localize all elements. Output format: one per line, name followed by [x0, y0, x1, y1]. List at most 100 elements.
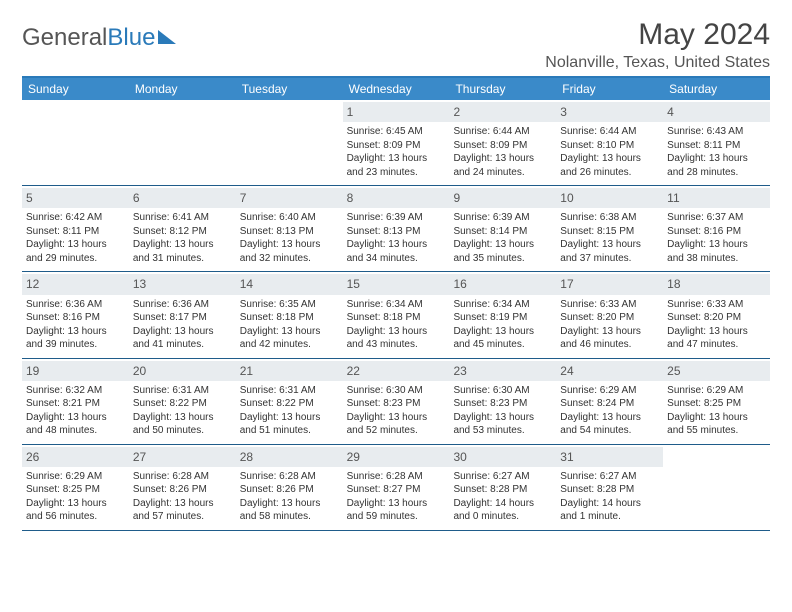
day-header: Thursday — [449, 78, 556, 100]
daylight1-text: Daylight: 13 hours — [560, 411, 659, 425]
daylight1-text: Daylight: 13 hours — [240, 411, 339, 425]
sunrise-text: Sunrise: 6:29 AM — [667, 384, 766, 398]
sunset-text: Sunset: 8:16 PM — [667, 225, 766, 239]
daylight1-text: Daylight: 13 hours — [453, 152, 552, 166]
day-header: Friday — [556, 78, 663, 100]
sunrise-text: Sunrise: 6:35 AM — [240, 298, 339, 312]
daylight2-text: and 54 minutes. — [560, 424, 659, 438]
daylight1-text: Daylight: 13 hours — [347, 325, 446, 339]
day-number: 7 — [236, 188, 343, 208]
sunset-text: Sunset: 8:25 PM — [667, 397, 766, 411]
day-cell: 6Sunrise: 6:41 AMSunset: 8:12 PMDaylight… — [129, 186, 236, 271]
day-number: 29 — [343, 447, 450, 467]
sunset-text: Sunset: 8:14 PM — [453, 225, 552, 239]
sunset-text: Sunset: 8:18 PM — [240, 311, 339, 325]
day-cell: 27Sunrise: 6:28 AMSunset: 8:26 PMDayligh… — [129, 445, 236, 530]
daylight1-text: Daylight: 13 hours — [667, 411, 766, 425]
day-cell: 7Sunrise: 6:40 AMSunset: 8:13 PMDaylight… — [236, 186, 343, 271]
day-number: 5 — [22, 188, 129, 208]
daylight2-text: and 42 minutes. — [240, 338, 339, 352]
sunset-text: Sunset: 8:23 PM — [453, 397, 552, 411]
sunset-text: Sunset: 8:28 PM — [453, 483, 552, 497]
day-cell: 2Sunrise: 6:44 AMSunset: 8:09 PMDaylight… — [449, 100, 556, 185]
header: GeneralBlue May 2024 Nolanville, Texas, … — [22, 18, 770, 72]
daylight2-text: and 26 minutes. — [560, 166, 659, 180]
day-number: 3 — [556, 102, 663, 122]
daylight2-text: and 58 minutes. — [240, 510, 339, 524]
daylight2-text: and 50 minutes. — [133, 424, 232, 438]
day-header: Monday — [129, 78, 236, 100]
sunset-text: Sunset: 8:25 PM — [26, 483, 125, 497]
sunrise-text: Sunrise: 6:37 AM — [667, 211, 766, 225]
day-number: 18 — [663, 274, 770, 294]
logo-text-1: General — [22, 24, 107, 52]
day-cell: 14 Sunrise: 6:35 AMSunset: 8:18 PMDayligh… — [236, 272, 343, 357]
day-cell: 12Sunrise: 6:36 AMSunset: 8:16 PMDayligh… — [22, 272, 129, 357]
day-number: 14 — [236, 274, 343, 294]
sunrise-text: Sunrise: 6:34 AM — [347, 298, 446, 312]
daylight1-text: Daylight: 14 hours — [560, 497, 659, 511]
day-cell: 20Sunrise: 6:31 AMSunset: 8:22 PMDayligh… — [129, 359, 236, 444]
sunset-text: Sunset: 8:12 PM — [133, 225, 232, 239]
sunrise-text: Sunrise: 6:27 AM — [453, 470, 552, 484]
sunrise-text: Sunrise: 6:27 AM — [560, 470, 659, 484]
day-cell: 19Sunrise: 6:32 AMSunset: 8:21 PMDayligh… — [22, 359, 129, 444]
daylight2-text: and 52 minutes. — [347, 424, 446, 438]
sunrise-text: Sunrise: 6:29 AM — [560, 384, 659, 398]
daylight2-text: and 0 minutes. — [453, 510, 552, 524]
sunset-text: Sunset: 8:16 PM — [26, 311, 125, 325]
day-number: 19 — [22, 361, 129, 381]
day-number: 23 — [449, 361, 556, 381]
sunset-text: Sunset: 8:09 PM — [347, 139, 446, 153]
day-cell — [236, 100, 343, 185]
day-number: 27 — [129, 447, 236, 467]
day-cell: 13Sunrise: 6:36 AMSunset: 8:17 PMDayligh… — [129, 272, 236, 357]
sunrise-text: Sunrise: 6:33 AM — [560, 298, 659, 312]
day-number: 9 — [449, 188, 556, 208]
day-cell: 18Sunrise: 6:33 AMSunset: 8:20 PMDayligh… — [663, 272, 770, 357]
sunrise-text: Sunrise: 6:28 AM — [240, 470, 339, 484]
sunset-text: Sunset: 8:09 PM — [453, 139, 552, 153]
day-cell — [663, 445, 770, 530]
day-number: 25 — [663, 361, 770, 381]
sunset-text: Sunset: 8:17 PM — [133, 311, 232, 325]
day-cell: 11Sunrise: 6:37 AMSunset: 8:16 PMDayligh… — [663, 186, 770, 271]
day-cell: 29Sunrise: 6:28 AMSunset: 8:27 PMDayligh… — [343, 445, 450, 530]
sunrise-text: Sunrise: 6:29 AM — [26, 470, 125, 484]
day-cell: 26Sunrise: 6:29 AMSunset: 8:25 PMDayligh… — [22, 445, 129, 530]
sunset-text: Sunset: 8:28 PM — [560, 483, 659, 497]
sunrise-text: Sunrise: 6:32 AM — [26, 384, 125, 398]
day-header-row: Sunday Monday Tuesday Wednesday Thursday… — [22, 78, 770, 100]
logo-sail-icon — [158, 30, 176, 44]
daylight1-text: Daylight: 13 hours — [240, 325, 339, 339]
sunrise-text: Sunrise: 6:34 AM — [453, 298, 552, 312]
day-cell: 31 Sunrise: 6:27 AMSunset: 8:28 PMDayligh… — [556, 445, 663, 530]
daylight2-text: and 31 minutes. — [133, 252, 232, 266]
sunset-text: Sunset: 8:11 PM — [26, 225, 125, 239]
daylight1-text: Daylight: 13 hours — [347, 238, 446, 252]
day-number: 21 — [236, 361, 343, 381]
daylight1-text: Daylight: 13 hours — [133, 325, 232, 339]
day-cell: 4Sunrise: 6:43 AMSunset: 8:11 PMDaylight… — [663, 100, 770, 185]
sunset-text: Sunset: 8:24 PM — [560, 397, 659, 411]
daylight1-text: Daylight: 13 hours — [453, 325, 552, 339]
sunset-text: Sunset: 8:13 PM — [240, 225, 339, 239]
day-cell: 1Sunrise: 6:45 AMSunset: 8:09 PMDaylight… — [343, 100, 450, 185]
day-number: 20 — [129, 361, 236, 381]
daylight2-text: and 45 minutes. — [453, 338, 552, 352]
sunrise-text: Sunrise: 6:36 AM — [26, 298, 125, 312]
day-number: 31 — [556, 447, 663, 467]
sunrise-text: Sunrise: 6:30 AM — [347, 384, 446, 398]
daylight1-text: Daylight: 13 hours — [26, 497, 125, 511]
daylight2-text: and 29 minutes. — [26, 252, 125, 266]
day-cell: 3Sunrise: 6:44 AMSunset: 8:10 PMDaylight… — [556, 100, 663, 185]
day-header: Sunday — [22, 78, 129, 100]
sunrise-text: Sunrise: 6:31 AM — [133, 384, 232, 398]
sunset-text: Sunset: 8:20 PM — [560, 311, 659, 325]
daylight1-text: Daylight: 13 hours — [453, 238, 552, 252]
week-row: 26Sunrise: 6:29 AMSunset: 8:25 PMDayligh… — [22, 445, 770, 531]
sunrise-text: Sunrise: 6:31 AM — [240, 384, 339, 398]
day-cell — [22, 100, 129, 185]
sunrise-text: Sunrise: 6:40 AM — [240, 211, 339, 225]
day-number: 17 — [556, 274, 663, 294]
